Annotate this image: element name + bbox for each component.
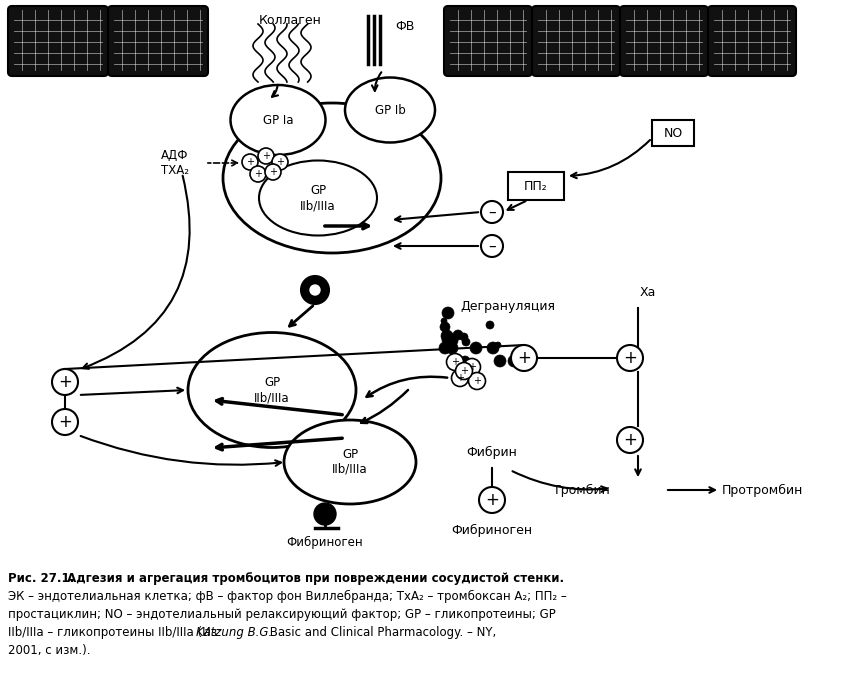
Text: 2001, с изм.).: 2001, с изм.). — [8, 644, 90, 657]
Circle shape — [460, 333, 468, 341]
Circle shape — [444, 335, 454, 345]
Circle shape — [479, 487, 505, 513]
FancyBboxPatch shape — [708, 6, 796, 76]
Text: +: + — [58, 373, 72, 391]
Circle shape — [469, 372, 486, 390]
Text: АДФ
ТХА₂: АДФ ТХА₂ — [161, 149, 189, 177]
Circle shape — [242, 154, 258, 170]
Text: ЭК – эндотелиальная клетка; фВ – фактор фон Виллебранда; ТхА₂ – тромбоксан А₂; П: ЭК – эндотелиальная клетка; фВ – фактор … — [8, 590, 567, 603]
Circle shape — [463, 359, 481, 375]
Circle shape — [442, 307, 454, 319]
Circle shape — [481, 235, 503, 257]
Text: ПП₂: ПП₂ — [524, 180, 548, 193]
Text: Katzung B.G.: Katzung B.G. — [196, 626, 273, 639]
Circle shape — [508, 355, 520, 367]
Circle shape — [481, 201, 503, 223]
Text: +: + — [517, 349, 531, 367]
Text: +: + — [269, 167, 277, 177]
Circle shape — [494, 355, 506, 367]
Circle shape — [617, 345, 643, 371]
Circle shape — [301, 276, 329, 304]
Text: IIb/IIIa – гликопротеины IIb/IIIa (Из:: IIb/IIIa – гликопротеины IIb/IIIa (Из: — [8, 626, 225, 639]
Text: +: + — [58, 413, 72, 431]
Circle shape — [446, 354, 463, 370]
Circle shape — [486, 321, 494, 329]
Circle shape — [453, 330, 463, 340]
Text: +: + — [468, 362, 476, 372]
Text: Фибрин: Фибрин — [467, 446, 517, 459]
Circle shape — [265, 164, 281, 180]
Text: +: + — [473, 376, 481, 386]
Circle shape — [439, 342, 451, 354]
Circle shape — [617, 427, 643, 453]
Circle shape — [511, 345, 537, 371]
Circle shape — [441, 318, 447, 324]
Text: –: – — [488, 205, 496, 220]
Text: GP
IIb/IIIa: GP IIb/IIIa — [254, 376, 290, 404]
Circle shape — [470, 342, 482, 354]
Text: –: – — [488, 238, 496, 254]
Text: GP Ib: GP Ib — [375, 104, 406, 117]
FancyBboxPatch shape — [620, 6, 708, 76]
Text: Адгезия и агрегация тромбоцитов при повреждении сосудистой стенки.: Адгезия и агрегация тромбоцитов при повр… — [63, 572, 564, 585]
Text: +: + — [254, 169, 262, 179]
Circle shape — [441, 330, 453, 342]
Circle shape — [250, 166, 266, 182]
Circle shape — [456, 363, 473, 379]
Text: GP Ia: GP Ia — [262, 113, 293, 126]
Text: Дегрануляция: Дегрануляция — [460, 299, 556, 312]
Text: GP
IIb/IIIa: GP IIb/IIIa — [332, 448, 368, 476]
Circle shape — [314, 503, 336, 525]
Circle shape — [450, 337, 458, 345]
FancyBboxPatch shape — [532, 6, 620, 76]
Ellipse shape — [231, 85, 325, 155]
Circle shape — [52, 409, 78, 435]
Circle shape — [460, 356, 470, 366]
Text: +: + — [456, 373, 464, 383]
Text: +: + — [246, 157, 254, 167]
Circle shape — [258, 148, 274, 164]
Circle shape — [446, 342, 458, 354]
Text: Basic and Clinical Pharmacology. – NY,: Basic and Clinical Pharmacology. – NY, — [266, 626, 496, 639]
Text: Коллаген: Коллаген — [258, 14, 321, 27]
Text: +: + — [485, 491, 499, 509]
Text: +: + — [276, 157, 284, 167]
Ellipse shape — [188, 332, 356, 448]
Ellipse shape — [284, 420, 416, 504]
Text: +: + — [262, 151, 270, 161]
Text: +: + — [451, 357, 459, 367]
Circle shape — [272, 154, 288, 170]
Circle shape — [495, 342, 501, 348]
Ellipse shape — [259, 160, 377, 236]
Ellipse shape — [345, 77, 435, 142]
FancyBboxPatch shape — [108, 6, 208, 76]
Text: Фибриноген: Фибриноген — [286, 536, 363, 549]
Text: +: + — [460, 366, 468, 376]
FancyBboxPatch shape — [8, 6, 108, 76]
Bar — [508, 172, 564, 200]
Circle shape — [52, 369, 78, 395]
Text: NO: NO — [664, 126, 682, 140]
Circle shape — [487, 342, 499, 354]
Text: Фибриноген: Фибриноген — [452, 524, 532, 536]
Ellipse shape — [223, 103, 441, 253]
Text: Рис. 27.1.: Рис. 27.1. — [8, 572, 74, 585]
Text: Протромбин: Протромбин — [722, 484, 803, 497]
Text: GP
IIb/IIIa: GP IIb/IIIa — [300, 184, 336, 212]
Circle shape — [310, 285, 320, 295]
FancyBboxPatch shape — [444, 6, 532, 76]
Circle shape — [452, 370, 469, 386]
Text: ФВ: ФВ — [395, 19, 414, 32]
Text: Тромбин: Тромбин — [553, 484, 610, 497]
Circle shape — [440, 322, 450, 332]
Bar — [652, 120, 694, 146]
Circle shape — [442, 335, 452, 345]
Text: +: + — [623, 431, 637, 449]
Circle shape — [444, 332, 454, 342]
Text: простациклин; NO – эндотелиальный релаксирующий фактор; GP – гликопротеины; GP: простациклин; NO – эндотелиальный релакс… — [8, 608, 556, 621]
Text: +: + — [623, 349, 637, 367]
Text: Xa: Xa — [640, 285, 656, 299]
Circle shape — [462, 338, 470, 346]
